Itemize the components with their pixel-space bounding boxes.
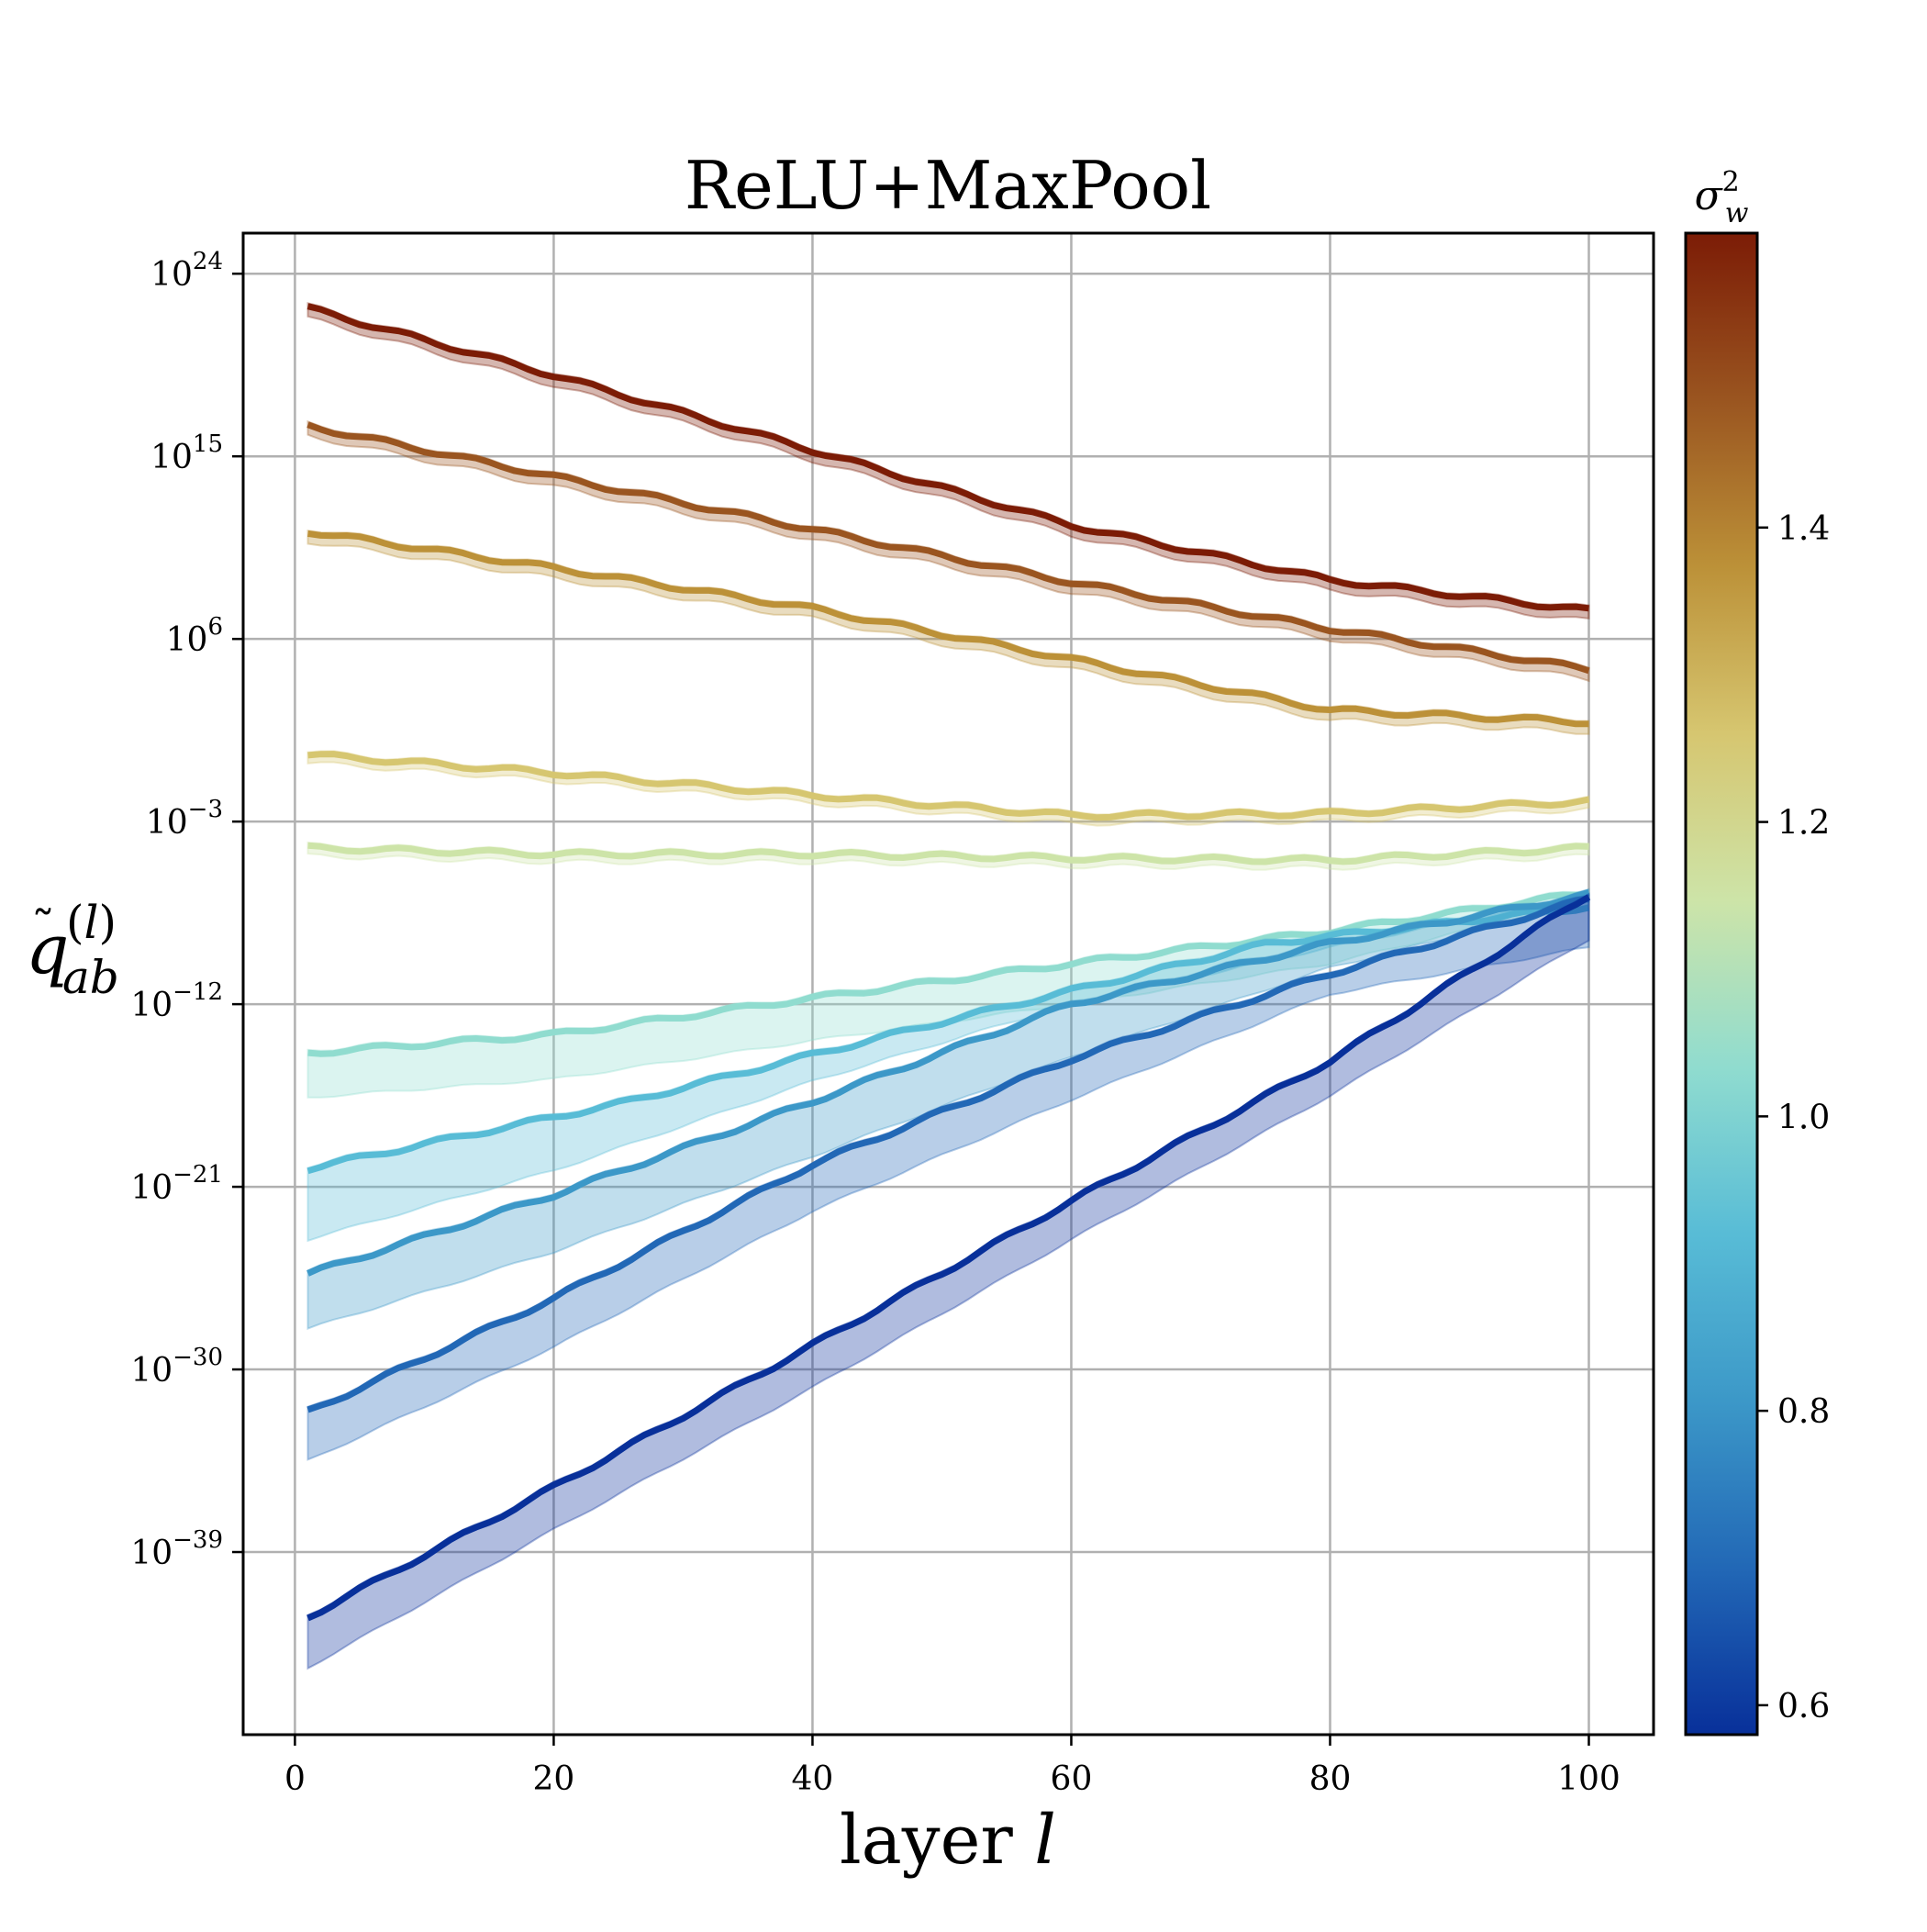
grid-lines xyxy=(243,233,1654,1735)
x-tick-label: 60 xyxy=(1051,1760,1093,1798)
y-tick-label: 10−30 xyxy=(130,1344,223,1390)
y-tick-label: 106 xyxy=(166,613,223,659)
svg-text:q: q xyxy=(26,910,69,989)
series-line xyxy=(306,888,1590,1277)
x-tick-label: 80 xyxy=(1309,1760,1352,1798)
x-axis-ticks: 0 20 40 60 80 100 xyxy=(284,1735,1621,1798)
colorbar-tick-label: 0.6 xyxy=(1777,1688,1830,1725)
y-tick-label: 10−3 xyxy=(146,796,223,842)
series-line xyxy=(307,891,1589,1057)
y-tick-label: 1015 xyxy=(150,430,223,476)
colorbar-tick-label: 1.4 xyxy=(1777,510,1830,548)
series-line xyxy=(306,904,1590,1175)
colorbar-tick-label: 0.8 xyxy=(1777,1393,1830,1431)
x-axis-label: layer l xyxy=(840,1801,1056,1880)
series-line xyxy=(306,303,1589,612)
colorbar-tick-label: 1.0 xyxy=(1777,1099,1830,1136)
colorbar: σ2 w 0.6 0.8 1.0 1.2 1.4 xyxy=(1684,166,1830,1737)
series-line xyxy=(307,842,1589,865)
y-tick-label: 10−39 xyxy=(130,1526,223,1572)
colorbar-label: σ2 w xyxy=(1695,166,1749,229)
plot-frame xyxy=(241,231,1655,1737)
svg-text:(l): (l) xyxy=(66,896,117,949)
colorbar-gradient xyxy=(1684,231,1759,1737)
series-line xyxy=(306,894,1591,1622)
series-band xyxy=(306,750,1590,827)
y-tick-label: 1024 xyxy=(150,248,223,294)
series-line xyxy=(306,895,1589,1413)
series-line xyxy=(307,530,1589,728)
chart-title: ReLU+MaxPool xyxy=(685,147,1211,224)
colorbar-ticks: 0.6 0.8 1.0 1.2 1.4 xyxy=(1757,510,1830,1725)
x-tick-label: 100 xyxy=(1557,1760,1621,1798)
svg-text:˜: ˜ xyxy=(31,902,55,957)
series-line xyxy=(306,421,1590,675)
colorbar-tick-label: 1.2 xyxy=(1777,805,1830,843)
series-line xyxy=(307,751,1590,821)
y-axis-label: q ˜ ab (l) xyxy=(26,896,119,1004)
x-tick-label: 0 xyxy=(284,1760,306,1798)
y-tick-label: 10−12 xyxy=(130,978,223,1024)
y-tick-label: 10−21 xyxy=(130,1161,223,1207)
y-axis-ticks: 1024 1015 106 10−3 10−12 10−21 10−30 10−39 xyxy=(130,248,243,1572)
series-layer xyxy=(306,302,1591,1670)
svg-text:ab: ab xyxy=(62,951,119,1004)
x-tick-label: 20 xyxy=(533,1760,575,1798)
x-tick-label: 40 xyxy=(792,1760,834,1798)
